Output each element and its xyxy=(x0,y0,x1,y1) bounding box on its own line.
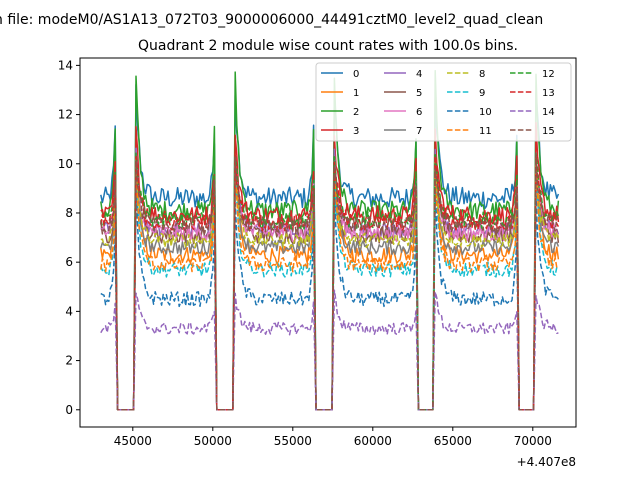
y-tick-label: 12 xyxy=(58,108,73,122)
legend-label-14: 14 xyxy=(542,107,555,118)
series-line-15 xyxy=(100,152,559,411)
x-tick-label: 70000 xyxy=(514,434,552,448)
y-tick-label: 4 xyxy=(65,304,73,318)
y-tick-label: 14 xyxy=(58,58,73,72)
x-tick-label: 65000 xyxy=(434,434,472,448)
y-tick-label: 2 xyxy=(65,354,73,368)
y-tick-label: 10 xyxy=(58,157,73,171)
x-tick-label: 55000 xyxy=(274,434,312,448)
series-line-2 xyxy=(100,69,560,411)
y-tick-label: 6 xyxy=(65,255,73,269)
series-line-9 xyxy=(100,172,559,411)
series-line-14 xyxy=(100,289,559,411)
x-offset-label: +4.407e8 xyxy=(517,455,576,469)
chart-title: Quadrant 2 module wise count rates with … xyxy=(138,38,518,54)
series-line-13 xyxy=(100,148,560,411)
series-layer xyxy=(100,69,560,411)
legend-label-15: 15 xyxy=(542,126,555,137)
axes-frame xyxy=(79,57,577,428)
x-axis: 45000 50000 55000 60000 65000 70000 xyxy=(114,427,552,448)
series-line-11 xyxy=(100,165,559,411)
legend-label-6: 6 xyxy=(416,107,422,118)
legend-box xyxy=(315,62,572,142)
x-tick-label: 50000 xyxy=(194,434,232,448)
legend-label-3: 3 xyxy=(353,126,359,137)
x-tick-label: 45000 xyxy=(114,434,152,448)
legend-label-12: 12 xyxy=(542,69,555,80)
legend-label-8: 8 xyxy=(479,69,485,80)
legend-label-10: 10 xyxy=(479,107,492,118)
legend-label-1: 1 xyxy=(353,88,359,99)
figure-suptitle: n file: modeM0/AS1A13_072T03_9000006000_… xyxy=(0,12,543,28)
legend-label-4: 4 xyxy=(416,69,422,80)
y-tick-label: 8 xyxy=(65,206,73,220)
legend-label-7: 7 xyxy=(416,126,422,137)
series-line-8 xyxy=(100,157,560,411)
y-axis: 0 2 4 6 8 10 12 14 xyxy=(58,58,80,417)
legend-label-11: 11 xyxy=(479,126,492,137)
legend-label-5: 5 xyxy=(416,88,422,99)
x-tick-label: 60000 xyxy=(354,434,392,448)
y-tick-label: 0 xyxy=(65,403,73,417)
legend-label-0: 0 xyxy=(353,69,359,80)
series-line-10 xyxy=(100,190,559,411)
legend-label-13: 13 xyxy=(542,88,555,99)
legend-label-2: 2 xyxy=(353,107,359,118)
legend-label-9: 9 xyxy=(479,88,485,99)
